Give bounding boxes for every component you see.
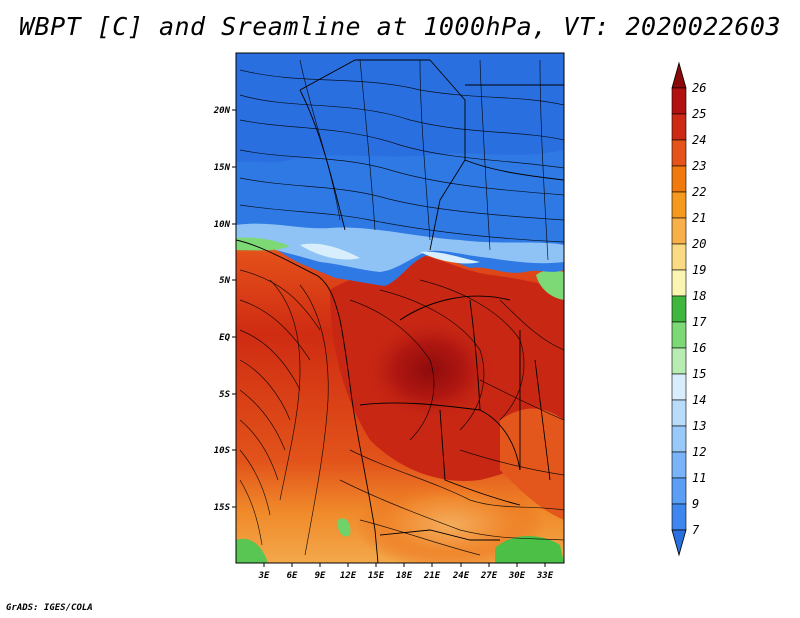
credit-text: GrADS: IGES/COLA [6,603,93,613]
lon-label-12e: 12E [340,571,357,581]
lat-label-10s: 10S [214,446,231,456]
colorbar-segment [671,347,687,375]
lon-label-3e: 3E [258,571,270,581]
colorbar-label: 12 [692,445,706,459]
colorbar-label: 23 [692,159,706,173]
colorbar-segment [671,373,687,401]
colorbar-label: 7 [692,523,700,537]
colorbar-segment [671,139,687,167]
lat-label-5s: 5S [219,390,230,400]
colorbar-label: 17 [692,315,707,329]
lat-label-eq: EQ [219,333,230,343]
colorbar-label: 20 [692,237,706,251]
colorbar-segment [671,503,687,531]
temperature-field [236,53,564,563]
colorbar-segment [671,217,687,245]
colorbar-segment [671,425,687,453]
lon-label-24e: 24E [452,571,470,581]
streamlines [239,59,564,556]
colorbar-segment [671,87,687,115]
lon-label-18e: 18E [396,571,413,581]
colorbar-top-arrow [671,61,687,89]
lon-label-30e: 30E [508,571,526,581]
colorbar-segment [671,295,687,323]
colorbar-segment [671,477,687,505]
colorbar-segment [671,165,687,193]
colorbar-label: 22 [692,185,706,199]
lon-label-21e: 21E [423,571,441,581]
colorbar-label: 26 [692,81,706,95]
colorbar-segment [671,321,687,349]
lon-label-27e: 27E [480,571,498,581]
colorbar-label: 14 [692,393,706,407]
colorbar-label: 16 [692,341,706,355]
country-borders [236,59,564,563]
lon-label-15e: 15E [368,571,385,581]
colorbar-label: 13 [692,419,706,433]
lat-label-5n: 5N [219,276,230,286]
colorbar-label: 24 [692,133,706,147]
colorbar-label: 15 [692,367,706,381]
colorbar-label: 21 [692,211,706,225]
colorbar-label: 9 [692,497,699,511]
lat-label-15s: 15S [214,503,231,513]
colorbar: 26 25 24 23 22 21 20 19 18 17 16 15 14 13 12 11 9 7 [671,61,707,557]
lon-tick-marks [263,563,546,567]
colorbar-segment [671,113,687,141]
colorbar-label: 18 [692,289,706,303]
colorbar-segment [671,399,687,427]
lat-label-15n: 15N [214,163,231,173]
lon-label-9e: 9E [315,571,326,581]
lat-label-10n: 10N [214,220,231,230]
colorbar-segment [671,451,687,479]
colorbar-segment [671,243,687,271]
colorbar-bottom-arrow [671,529,687,557]
chart-title: WBPT [C] and Sreamline at 1000hPa, VT: 2… [18,12,781,41]
lon-label-6e: 6E [287,571,298,581]
lat-label-20n: 20N [213,106,231,116]
lat-tick-marks [232,109,236,508]
colorbar-segment [671,191,687,219]
colorbar-segment [671,269,687,297]
colorbar-label: 19 [692,263,706,277]
colorbar-label: 25 [692,107,706,121]
map-frame [235,52,565,564]
lon-label-33e: 33E [536,571,554,581]
colorbar-label: 11 [692,471,706,485]
